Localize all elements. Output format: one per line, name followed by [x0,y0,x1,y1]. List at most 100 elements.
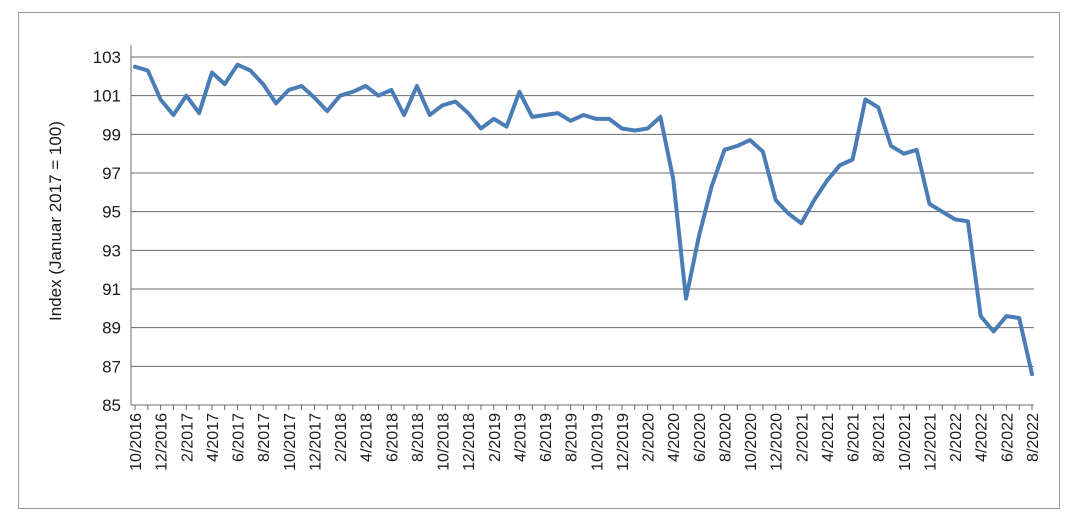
data-point [197,111,201,115]
x-tick-label: 4/2020 [666,413,683,462]
data-point [248,69,252,73]
data-point [863,98,867,102]
data-point [543,113,547,117]
data-point [979,314,983,318]
data-point [992,330,996,334]
y-tick-label: 103 [93,48,121,67]
x-tick-label: 10/2020 [743,413,760,471]
y-tick-label: 85 [102,396,121,415]
data-point [748,138,752,142]
x-tick-label: 2/2017 [179,413,196,462]
data-point [325,109,329,113]
data-point [389,88,393,92]
data-point [966,219,970,223]
data-point [415,84,419,88]
data-point [710,185,714,189]
data-point [517,90,521,94]
x-tick-label: 4/2017 [205,413,222,462]
x-axis-tick-labels: 10/2016 12/2016 2/2017 4/2017 6/2017 8/2017 10… [128,413,1042,471]
y-tick-label: 91 [102,280,121,299]
x-tick-label: 10/2021 [897,413,914,471]
x-tick-label: 6/2020 [692,413,709,462]
data-point [722,148,726,152]
data-point [312,96,316,100]
y-axis-label: Index (Januar 2017 = 100) [46,121,65,321]
data-point [236,63,240,67]
data-point [146,69,150,73]
data-point [812,198,816,202]
x-tick-label: 2/2018 [333,413,350,462]
series [133,62,1034,377]
data-point [633,128,637,132]
x-tick-label: 8/2019 [564,413,581,462]
axes [130,45,1034,410]
data-point [133,65,137,69]
data-point [761,150,765,154]
x-tick-label: 12/2016 [154,413,171,471]
gridlines [131,56,1034,367]
x-tick-label: 2/2019 [487,413,504,462]
data-point [671,177,675,181]
chart-frame: 85 87 89 91 93 95 97 99 101 103 10/2016 12/2016 2/2… [18,12,1060,509]
x-tick-label: 4/2022 [974,413,991,462]
data-point [927,202,931,206]
data-point [376,94,380,98]
data-point [223,82,227,86]
data-point [915,148,919,152]
x-tick-label: 12/2018 [461,413,478,471]
x-tick-label: 12/2020 [769,413,786,471]
data-point [953,217,957,221]
x-tick-label: 10/2018 [436,413,453,471]
data-point [171,113,175,117]
data-point [902,152,906,156]
data-point [1017,316,1021,320]
data-point [940,210,944,214]
data-point [274,101,278,105]
x-tick-label: 2/2021 [794,413,811,462]
data-point [364,84,368,88]
data-point [774,198,778,202]
data-point [287,88,291,92]
x-tick-label: 4/2019 [512,413,529,462]
y-tick-label: 99 [102,125,121,144]
x-tick-label: 2/2020 [641,413,658,462]
data-point [479,127,483,131]
data-point [184,94,188,98]
x-tick-label: 6/2019 [538,413,555,462]
data-point [402,113,406,117]
data-point [300,84,304,88]
y-tick-label: 101 [93,87,121,106]
data-point [838,163,842,167]
y-tick-label: 89 [102,319,121,338]
x-tick-label: 8/2022 [1025,413,1042,462]
data-point [351,90,355,94]
data-point [261,82,265,86]
data-point [851,157,855,161]
x-tick-label: 8/2018 [410,413,427,462]
data-point [556,111,560,115]
data-point [889,144,893,148]
data-point [684,297,688,301]
data-point [441,103,445,107]
data-point [530,115,534,119]
data-point [1004,314,1008,318]
line-chart: 85 87 89 91 93 95 97 99 101 103 10/2016 12/2016 2/2… [46,45,1042,471]
x-tick-label: 6/2017 [231,413,248,462]
data-point [428,113,432,117]
data-point [159,98,163,102]
data-point [492,117,496,121]
data-point [210,70,214,74]
data-point [735,144,739,148]
x-tick-label: 4/2018 [359,413,376,462]
data-point [569,119,573,123]
y-tick-label: 97 [102,164,121,183]
data-point [646,127,650,131]
x-tick-label: 8/2017 [256,413,273,462]
x-tick-label: 2/2022 [948,413,965,462]
data-point [505,125,509,129]
x-tick-label: 10/2017 [282,413,299,471]
data-point [594,117,598,121]
x-tick-label: 6/2018 [384,413,401,462]
x-tick-label: 8/2020 [717,413,734,462]
data-point [799,221,803,225]
